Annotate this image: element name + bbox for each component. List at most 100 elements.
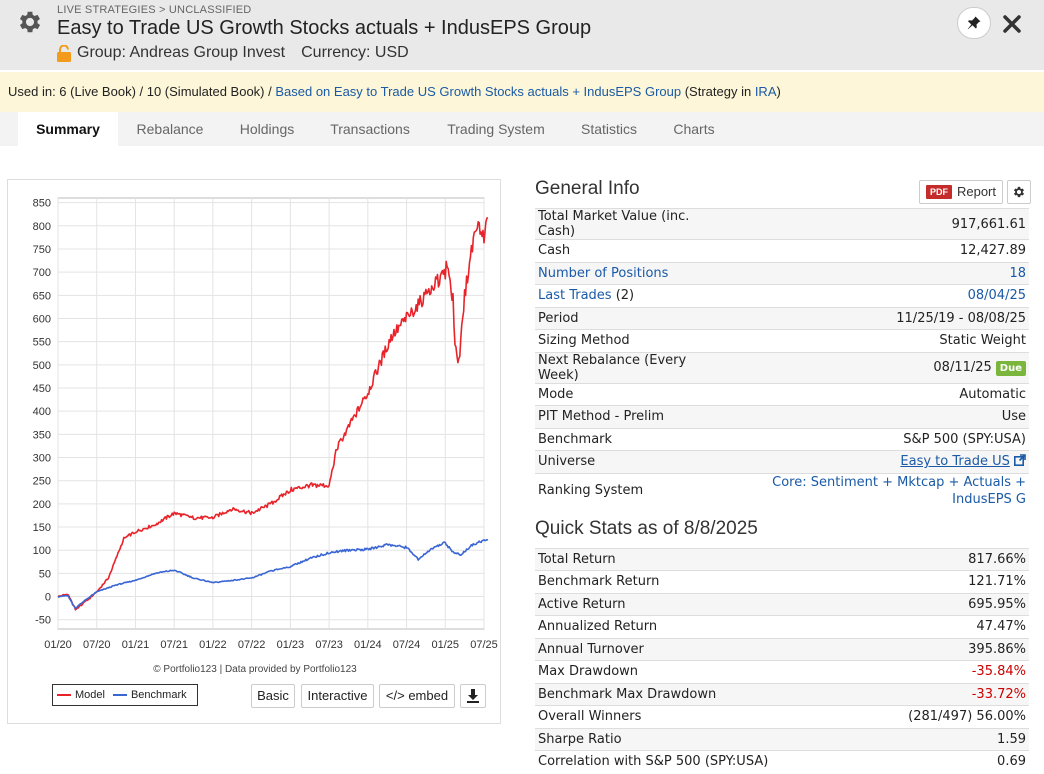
positions-link[interactable]: Number of Positions: [538, 265, 669, 281]
table-row: Annualized Return 47.47%: [535, 615, 1029, 638]
settings-gear-icon[interactable]: [16, 8, 44, 36]
y-tick-label: 200: [33, 499, 51, 511]
table-row: Sharpe Ratio 1.59: [535, 727, 1029, 751]
table-row: Total Market Value (inc. Cash) 917,661.61: [535, 208, 1029, 240]
pin-button[interactable]: [957, 7, 991, 39]
y-tick-label: 300: [33, 453, 51, 465]
row-label: Total Market Value (inc. Cash): [535, 208, 720, 240]
pin-icon: [967, 16, 981, 30]
table-row: Next Rebalance (Every Week) 08/11/25 Due: [535, 351, 1029, 383]
row-value: 817.66%: [859, 547, 1029, 571]
pdf-report-button[interactable]: PDF Report: [918, 180, 1003, 204]
x-tick-label: 01/20: [44, 639, 72, 651]
last-trades-count: (2): [611, 288, 635, 304]
embed-button[interactable]: </> embed: [379, 684, 455, 708]
row-label: Active Return: [535, 592, 860, 616]
ira-link[interactable]: IRA: [754, 84, 777, 99]
table-row: Period 11/25/19 - 08/08/25: [535, 306, 1029, 330]
close-icon[interactable]: [1002, 14, 1022, 34]
interactive-chart-button[interactable]: Interactive: [301, 684, 374, 708]
y-tick-label: 850: [33, 198, 51, 210]
y-tick-label: 550: [33, 337, 51, 349]
group-currency-line: Group: Andreas Group Invest Currency: US…: [57, 44, 409, 62]
table-row: Overall Winners (281/497) 56.00%: [535, 705, 1029, 728]
table-row: Benchmark S&P 500 (SPY:USA): [535, 427, 1029, 451]
row-label: Max Drawdown: [535, 660, 860, 683]
pdf-icon: PDF: [925, 185, 952, 199]
row-label: Benchmark: [535, 427, 720, 451]
row-value: 12,427.89: [719, 239, 1029, 262]
row-label: Total Return: [535, 547, 860, 571]
due-badge: Due: [995, 361, 1026, 376]
x-tick-label: 01/22: [199, 639, 227, 651]
universe-link[interactable]: Easy to Trade US: [900, 454, 1010, 470]
quick-stats-title: Quick Stats as of 8/8/2025: [535, 517, 758, 539]
tab-statistics[interactable]: Statistics: [580, 121, 637, 137]
general-info-section: General Info PDF Report: [535, 176, 1031, 208]
general-info-title: General Info: [535, 178, 640, 199]
last-trades-date-link[interactable]: 08/04/25: [967, 288, 1026, 304]
row-label: Universe: [535, 450, 720, 473]
row-label: Annualized Return: [535, 615, 860, 638]
tab-trading-system[interactable]: Trading System: [447, 121, 545, 137]
used-in-bar: Used in: 6 (Live Book) / 10 (Simulated B…: [0, 72, 1044, 112]
row-value: 917,661.61: [719, 208, 1029, 240]
row-value: S&P 500 (SPY:USA): [719, 427, 1029, 451]
group-label: Group: Andreas Group Invest: [77, 44, 286, 61]
last-trades-link[interactable]: Last Trades: [538, 288, 612, 304]
tab-charts[interactable]: Charts: [673, 121, 715, 137]
y-tick-label: 150: [33, 522, 51, 534]
external-link-icon[interactable]: [1014, 454, 1026, 467]
legend-item-model[interactable]: Model: [57, 689, 105, 701]
table-row: Max Drawdown -35.84%: [535, 660, 1029, 683]
tab-rebalance[interactable]: Rebalance: [136, 121, 204, 137]
legend-item-benchmark[interactable]: Benchmark: [112, 689, 187, 701]
y-tick-label: 750: [33, 244, 51, 256]
currency-label: Currency: USD: [301, 44, 409, 61]
table-row: Annual Turnover 395.86%: [535, 637, 1029, 661]
positions-count-link[interactable]: 18: [1009, 265, 1026, 281]
y-tick-label: 450: [33, 383, 51, 395]
legend-label-benchmark: Benchmark: [130, 689, 187, 701]
row-value: (281/497) 56.00%: [859, 705, 1029, 728]
info-column: General Info PDF Report Total Market Val…: [535, 176, 1031, 773]
y-tick-label: 400: [33, 406, 51, 418]
x-tick-label: 01/23: [277, 639, 305, 651]
download-button[interactable]: [460, 684, 486, 708]
table-row: Number of Positions 18: [535, 261, 1029, 285]
row-value: 121.71%: [859, 570, 1029, 593]
lock-open-icon: [57, 44, 71, 62]
y-tick-label: 500: [33, 360, 51, 372]
row-label: Mode: [535, 382, 720, 406]
row-label: Sharpe Ratio: [535, 727, 860, 751]
report-settings-button[interactable]: [1007, 180, 1031, 204]
table-row: Ranking System Core: Sentiment + Mktcap +…: [535, 472, 1029, 508]
x-tick-label: 07/22: [238, 639, 266, 651]
row-label: Correlation with S&P 500 (SPY:USA): [535, 750, 860, 773]
row-label: Benchmark Max Drawdown: [535, 682, 860, 706]
tab-bar: Summary Rebalance Holdings Transactions …: [0, 112, 1044, 146]
chart-credit: © Portfolio123 | Data provided by Portfo…: [153, 664, 357, 675]
table-row: Cash 12,427.89: [535, 239, 1029, 262]
tab-holdings[interactable]: Holdings: [239, 121, 295, 137]
gear-icon: [1013, 186, 1025, 198]
used-in-end: ): [776, 84, 781, 99]
series-line-model: [57, 216, 489, 611]
breadcrumb[interactable]: LIVE STRATEGIES > UNCLASSIFIED: [57, 4, 252, 16]
row-value: Static Weight: [719, 329, 1029, 352]
tab-summary[interactable]: Summary: [18, 112, 118, 146]
plot-area: [57, 197, 485, 630]
series-line-benchmark: [57, 538, 489, 610]
table-row: Benchmark Return 121.71%: [535, 570, 1029, 593]
basic-chart-button[interactable]: Basic: [251, 684, 295, 708]
row-value: 395.86%: [859, 637, 1029, 661]
performance-chart: -50 0 50 100 150 200 250 300 350 400 450 500 550 600 6…: [33, 197, 498, 651]
y-tick-label: 800: [33, 221, 51, 233]
download-icon: [467, 689, 479, 703]
page-title: Easy to Trade US Growth Stocks actuals +…: [57, 17, 592, 39]
ranking-system-link[interactable]: Core: Sentiment + Mktcap + Actuals + Ind…: [772, 474, 1026, 507]
row-label: Overall Winners: [535, 705, 860, 728]
based-on-link[interactable]: Based on Easy to Trade US Growth Stocks …: [275, 84, 682, 99]
y-tick-label: 0: [45, 592, 51, 604]
tab-transactions[interactable]: Transactions: [330, 121, 410, 137]
